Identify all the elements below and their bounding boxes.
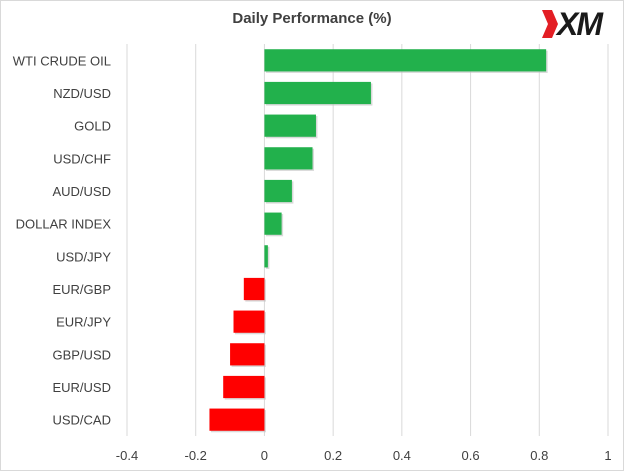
bar <box>233 310 265 333</box>
category-labels: WTI CRUDE OIL NZD/USD GOLD USD/CHF AUD/USD DO… <box>13 53 112 427</box>
bar <box>264 81 371 105</box>
bars <box>209 49 548 433</box>
x-axis-ticks: -0.4 -0.2 0 0.2 0.4 0.6 0.8 1 <box>116 448 612 463</box>
category-label: EUR/USD <box>52 380 111 395</box>
bar <box>209 408 265 431</box>
category-label: USD/JPY <box>56 249 111 264</box>
bar <box>264 147 313 170</box>
x-tick-label: 0.2 <box>324 448 342 463</box>
x-tick-label: -0.4 <box>116 448 138 463</box>
category-label: GOLD <box>74 119 111 134</box>
xm-logo-text: XM <box>557 6 603 42</box>
category-label: USD/CAD <box>52 413 111 428</box>
category-label: DOLLAR INDEX <box>16 217 112 232</box>
x-tick-label: 0.8 <box>530 448 548 463</box>
bar <box>264 114 316 137</box>
x-tick-label: -0.2 <box>185 448 207 463</box>
bar <box>230 343 265 366</box>
category-label: USD/CHF <box>53 151 111 166</box>
xm-logo-accent-icon <box>542 10 558 38</box>
xm-logo: XM <box>538 4 620 44</box>
bar <box>264 245 268 268</box>
bar <box>264 49 547 72</box>
bar <box>243 277 265 301</box>
category-label: AUD/USD <box>52 184 111 199</box>
bar <box>264 212 282 235</box>
category-label: WTI CRUDE OIL <box>13 53 111 68</box>
bar <box>223 375 265 399</box>
x-tick-label: 0 <box>261 448 268 463</box>
x-tick-label: 0.4 <box>393 448 411 463</box>
category-label: EUR/GBP <box>52 282 111 297</box>
chart-title: Daily Performance (%) <box>232 10 392 27</box>
category-label: NZD/USD <box>53 86 111 101</box>
gridlines <box>126 44 609 436</box>
bar <box>264 179 292 203</box>
x-tick-label: 1 <box>604 448 611 463</box>
category-label: EUR/JPY <box>56 315 111 330</box>
category-label: GBP/USD <box>52 347 111 362</box>
x-tick-label: 0.6 <box>462 448 480 463</box>
